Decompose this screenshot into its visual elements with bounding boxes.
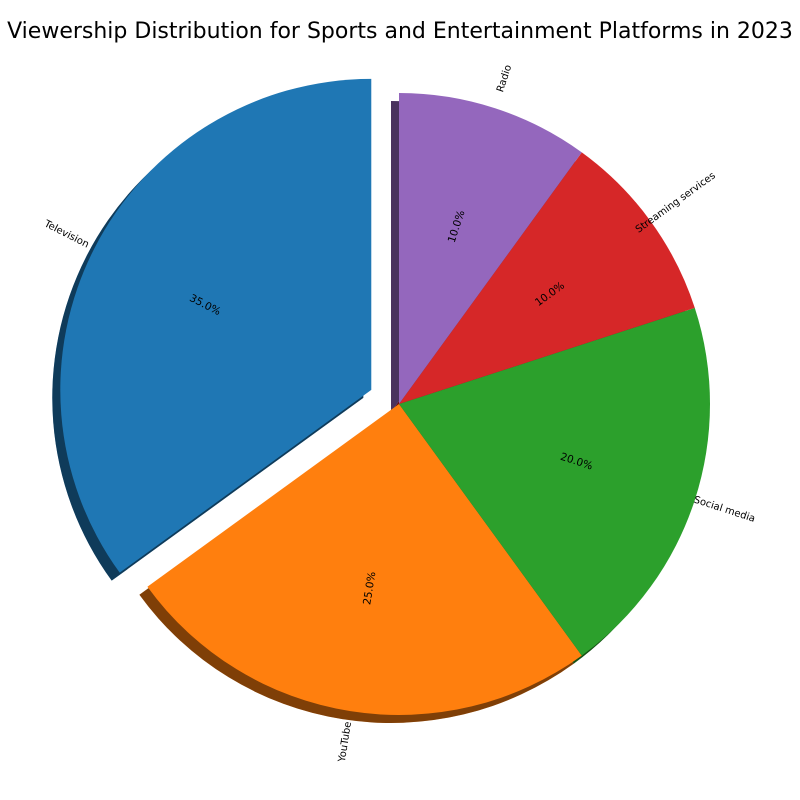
- slice-layer: [60, 78, 710, 715]
- slice-label-radio: Radio: [495, 64, 514, 94]
- slice-label-television: Television: [41, 218, 90, 250]
- slice-radio: [399, 93, 582, 404]
- slice-social-media: [399, 307, 710, 656]
- slice-streaming-services: [399, 152, 695, 404]
- slice-label-youtube: YouTube: [337, 721, 354, 764]
- chart-title: Viewership Distribution for Sports and E…: [7, 19, 793, 44]
- slice-label-social-media: Social media: [692, 495, 756, 525]
- slice-youtube: [147, 404, 582, 715]
- slice-television: [60, 78, 372, 573]
- percent-label-youtube: 25.0%: [361, 571, 378, 606]
- slice-label-streaming-services: Streaming services: [634, 170, 718, 235]
